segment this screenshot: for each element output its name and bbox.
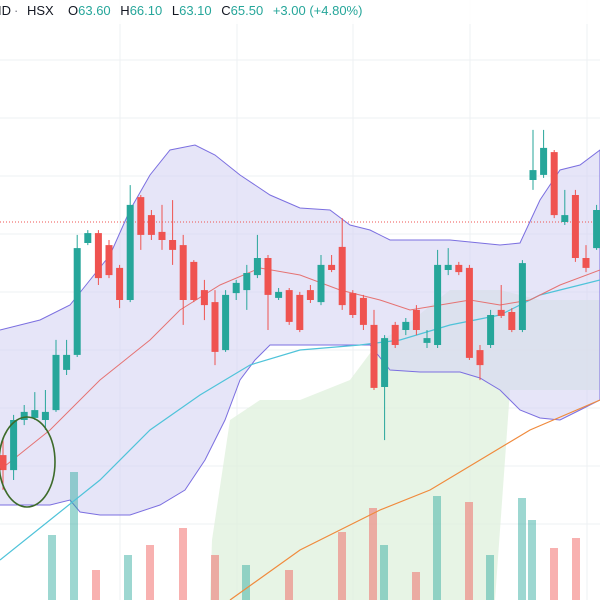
symbol: ID	[0, 3, 11, 18]
volume-bar	[412, 572, 420, 600]
volume-bar	[179, 528, 187, 600]
volume-bar	[92, 570, 100, 600]
separator: ·	[14, 3, 18, 18]
volume-bar	[380, 545, 388, 600]
candle-body	[63, 354, 71, 370]
high: 66.10	[130, 3, 163, 18]
candle-body	[359, 297, 367, 325]
candle-body	[487, 315, 495, 345]
candle-body	[147, 215, 155, 235]
volume-bar	[211, 555, 219, 600]
moving-average	[229, 399, 600, 600]
change: +3.00 (+4.80%)	[273, 3, 363, 18]
volume-bar	[70, 472, 78, 600]
candle-body	[391, 324, 399, 345]
candle-body	[338, 246, 346, 306]
candle-body	[381, 338, 389, 387]
candle-body	[540, 147, 548, 175]
candle-body	[402, 321, 410, 330]
volume-bar	[369, 508, 377, 600]
candle-body	[306, 290, 314, 300]
volume-bar	[528, 520, 536, 600]
candle-body	[243, 273, 251, 291]
close: 65.50	[231, 3, 264, 18]
candle-body	[20, 411, 28, 420]
candle-body	[0, 455, 7, 471]
volume-bar	[572, 538, 580, 600]
candle-body	[455, 264, 463, 273]
candle-body	[158, 231, 166, 240]
candle-body	[137, 197, 145, 235]
candle-body	[275, 291, 283, 298]
candle-body	[582, 258, 590, 268]
candle-body	[370, 324, 378, 388]
candle-body	[10, 420, 18, 471]
candle-body	[561, 215, 569, 222]
candle-body	[222, 294, 230, 351]
volume-bar	[518, 498, 526, 600]
candle-body	[179, 245, 187, 300]
candle-body	[571, 195, 579, 258]
candle-body	[31, 410, 39, 418]
candle-body	[190, 261, 198, 300]
volume-bar	[550, 548, 558, 600]
low: 63.10	[179, 3, 212, 18]
volume-bar	[48, 535, 56, 600]
volume-bar	[242, 565, 250, 600]
header: ID · HSX O63.60 H66.10 L63.10 C65.50 +3.…	[0, 3, 362, 18]
legend-bg	[0, 0, 600, 24]
volume	[48, 472, 580, 600]
candle-body	[593, 210, 600, 249]
close-label: C	[221, 3, 230, 18]
candle-body	[41, 411, 49, 420]
candle-body	[285, 290, 293, 322]
exchange: HSX	[27, 3, 54, 18]
candle-body	[497, 309, 505, 316]
drawing-circle	[0, 416, 56, 508]
candle-body	[52, 354, 60, 411]
open: 63.60	[78, 3, 111, 18]
volume-bar	[124, 555, 132, 600]
candle-body	[232, 282, 240, 294]
candle-body	[105, 245, 113, 276]
candle-body	[169, 240, 177, 250]
volume-bar	[486, 555, 494, 600]
candle-body	[349, 293, 357, 315]
candle-body	[476, 350, 484, 366]
volume-bar	[146, 545, 154, 600]
volume-bar	[285, 570, 293, 600]
candle-body	[317, 264, 325, 303]
volume-bar	[433, 496, 441, 600]
candle-body	[508, 312, 516, 330]
candle-body	[94, 233, 102, 279]
candle-body	[73, 248, 81, 355]
candle-body	[328, 264, 336, 270]
candles	[0, 129, 600, 490]
candle-body	[423, 338, 431, 343]
candle-body	[550, 152, 558, 216]
candle-body	[84, 233, 92, 243]
candle-body	[211, 302, 219, 352]
candle-body	[126, 204, 134, 300]
candle-body	[200, 290, 208, 306]
candle-body	[465, 267, 473, 358]
candle-body	[296, 294, 304, 330]
candle-body	[264, 258, 272, 295]
low-label: L	[172, 3, 179, 18]
candle-body	[444, 264, 452, 270]
high-label: H	[120, 3, 129, 18]
open-label: O	[68, 3, 78, 18]
candle-body	[116, 267, 124, 300]
volume-bar	[465, 502, 473, 600]
candle-body	[518, 263, 526, 330]
volume-bar	[338, 532, 346, 600]
candle-body	[412, 309, 420, 330]
candle-body	[529, 170, 537, 180]
candle-body	[434, 264, 442, 345]
candle-body	[253, 258, 261, 276]
